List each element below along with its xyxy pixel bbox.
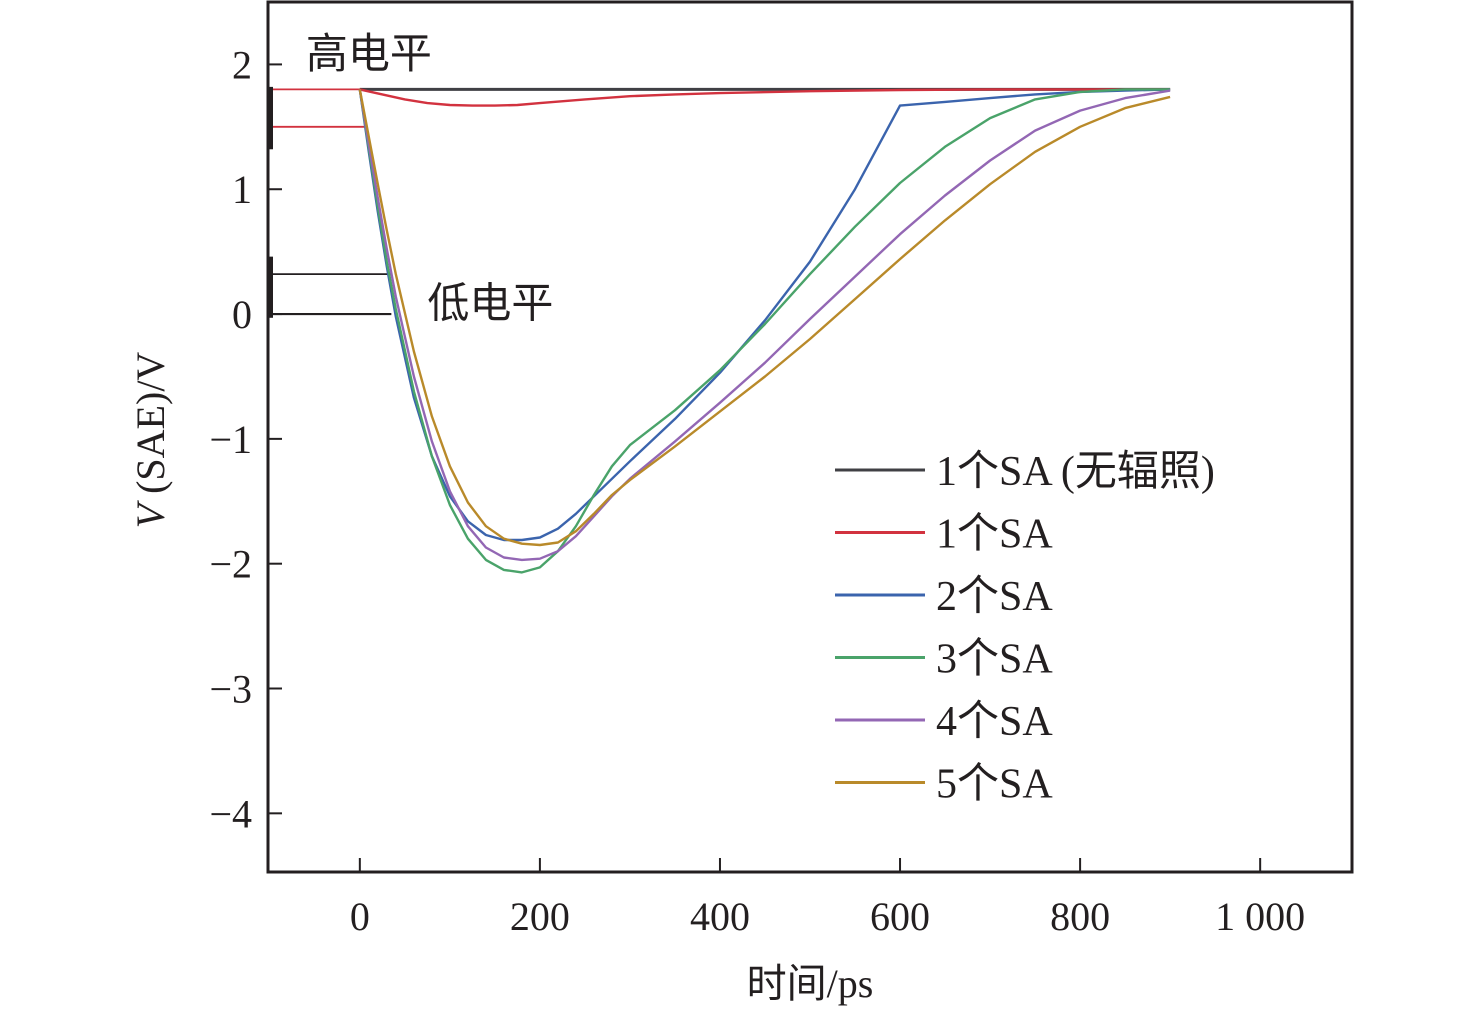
series-line-6 (358, 89, 1171, 547)
y-tick-label: −4 (209, 791, 252, 836)
y-tick-label: 2 (232, 42, 252, 87)
legend-label: 1个SA (无辐照) (936, 449, 1215, 495)
legend-item: 5个SA (835, 762, 1053, 808)
x-tick-label: 600 (870, 894, 930, 939)
x-tick-label: 1 000 (1215, 894, 1305, 939)
legend-item: 2个SA (835, 574, 1053, 620)
x-tick-label: 800 (1050, 894, 1110, 939)
y-tick-label: 1 (232, 167, 252, 212)
x-tick-label: 0 (350, 894, 370, 939)
series-line-3 (358, 88, 1171, 542)
y-tick-label: −1 (209, 417, 252, 462)
y-axis-title-italic: V (128, 499, 173, 528)
legend-item: 4个SA (835, 699, 1053, 745)
x-axis-title: 时间/ps (747, 961, 874, 1006)
plot-area (270, 87, 1171, 574)
y-axis-title: V (SAE)/V (128, 352, 173, 529)
y-tick-label: −3 (209, 667, 252, 712)
plot-frame (266, 0, 1354, 874)
y-tick-label: −2 (209, 542, 252, 587)
legend-label: 4个SA (936, 699, 1053, 745)
y-axis-title-rest: (SAE)/V (128, 352, 173, 504)
series-lines (358, 87, 1171, 574)
legend-item: 3个SA (835, 637, 1053, 683)
legend-item: 1个SA (无辐照) (835, 449, 1215, 495)
legend-label: 3个SA (936, 637, 1053, 683)
legend: 1个SA (无辐照) 1个SA 2个SA 3个SA 4个SA 5个SA (835, 449, 1215, 808)
series-line-2 (359, 88, 1171, 107)
y-axis-ticks: 2 1 0 −1 −2 −3 −4 (209, 42, 282, 836)
level-markers (270, 88, 392, 316)
x-tick-label: 200 (510, 894, 570, 939)
series-line-5 (358, 89, 1171, 562)
legend-label: 1个SA (936, 512, 1053, 558)
legend-label: 5个SA (936, 762, 1053, 808)
legend-item: 1个SA (835, 512, 1053, 558)
series-line-4 (358, 88, 1171, 574)
annotation-low-level: 低电平 (427, 279, 553, 328)
x-axis-ticks: 0 200 400 600 800 1 000 (350, 858, 1305, 939)
y-tick-label: 0 (232, 292, 252, 337)
annotation-high-level: 高电平 (306, 29, 432, 78)
legend-label: 2个SA (936, 574, 1053, 620)
x-tick-label: 400 (690, 894, 750, 939)
